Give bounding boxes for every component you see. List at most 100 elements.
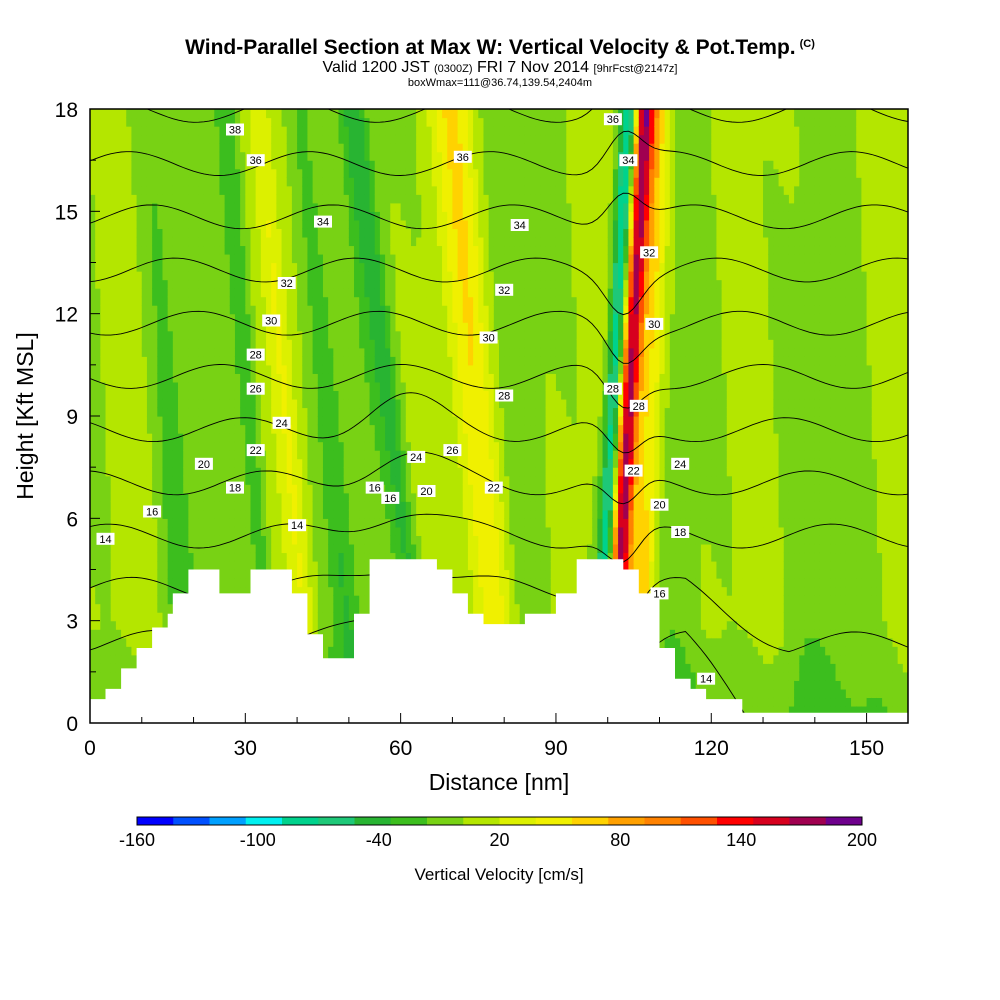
w-cell — [328, 253, 334, 264]
w-cell — [374, 364, 381, 374]
w-cell — [90, 560, 96, 571]
w-cell — [234, 501, 241, 511]
w-cell — [245, 535, 252, 545]
w-cell — [302, 433, 309, 443]
w-cell — [400, 433, 407, 443]
w-cell — [121, 202, 127, 212]
w-cell — [343, 168, 350, 178]
w-cell — [131, 356, 138, 366]
w-cell — [234, 356, 241, 366]
w-cell — [255, 535, 262, 545]
w-cell — [416, 202, 422, 212]
w-cell — [157, 373, 164, 383]
w-cell — [214, 339, 221, 349]
w-cell — [229, 117, 236, 127]
w-cell — [312, 253, 319, 264]
w-cell — [297, 586, 303, 596]
w-cell — [157, 126, 164, 136]
w-cell — [390, 168, 397, 178]
w-cell — [317, 492, 324, 502]
w-cell — [95, 680, 101, 690]
w-cell — [416, 364, 422, 374]
w-cell — [157, 288, 164, 298]
w-cell — [260, 356, 267, 366]
w-cell — [250, 134, 257, 144]
w-cell — [436, 279, 443, 289]
w-cell — [281, 126, 288, 136]
w-cell — [234, 416, 241, 426]
w-cell — [209, 228, 215, 238]
w-cell — [364, 407, 371, 417]
w-cell — [410, 484, 417, 494]
w-cell — [198, 305, 205, 315]
w-cell — [136, 202, 143, 212]
w-cell — [359, 288, 365, 298]
w-cell — [395, 271, 402, 281]
w-cell — [100, 475, 107, 485]
w-cell — [141, 288, 148, 298]
w-cell — [364, 134, 371, 144]
w-cell — [115, 475, 122, 485]
w-cell — [126, 475, 133, 485]
w-cell — [379, 543, 386, 554]
w-cell — [115, 296, 122, 306]
w-cell — [95, 381, 101, 392]
w-cell — [271, 492, 277, 502]
w-cell — [136, 501, 143, 511]
w-cell — [183, 117, 189, 127]
w-cell — [198, 356, 205, 366]
w-cell — [121, 390, 127, 400]
w-cell — [395, 501, 402, 511]
w-cell — [126, 330, 133, 340]
w-cell — [95, 253, 101, 264]
w-cell — [234, 433, 241, 443]
w-cell — [183, 160, 189, 170]
w-cell — [426, 552, 433, 562]
w-cell — [286, 552, 293, 562]
w-cell — [162, 228, 169, 238]
w-cell — [307, 245, 314, 255]
w-cell — [333, 296, 340, 306]
w-cell — [183, 219, 189, 229]
w-cell — [131, 168, 138, 178]
w-cell — [183, 126, 189, 136]
w-cell — [136, 381, 143, 392]
w-cell — [255, 475, 262, 485]
w-cell — [416, 279, 422, 289]
w-cell — [110, 194, 117, 204]
w-cell — [442, 339, 448, 349]
w-cell — [152, 603, 158, 613]
w-cell — [172, 347, 179, 357]
w-cell — [183, 134, 189, 144]
w-cell — [307, 586, 314, 596]
w-cell — [385, 194, 391, 204]
w-cell — [188, 398, 195, 409]
w-cell — [214, 535, 221, 545]
w-cell — [364, 228, 371, 238]
w-cell — [188, 484, 195, 494]
w-cell — [266, 518, 272, 528]
w-cell — [312, 185, 319, 195]
w-cell — [183, 560, 189, 571]
w-cell — [95, 330, 101, 340]
w-cell — [302, 578, 309, 588]
w-cell — [359, 578, 365, 588]
w-cell — [172, 424, 179, 434]
w-cell — [115, 416, 122, 426]
w-cell — [333, 398, 340, 409]
w-cell — [110, 416, 117, 426]
w-cell — [354, 288, 360, 298]
w-cell — [198, 245, 205, 255]
w-cell — [126, 586, 133, 596]
w-cell — [203, 552, 210, 562]
w-cell — [338, 390, 345, 400]
w-cell — [110, 671, 117, 681]
w-cell — [307, 330, 314, 340]
w-cell — [250, 305, 257, 315]
w-cell — [421, 535, 428, 545]
w-cell — [410, 356, 417, 366]
w-cell — [410, 296, 417, 306]
w-cell — [426, 458, 433, 468]
w-cell — [121, 407, 127, 417]
w-cell — [131, 305, 138, 315]
